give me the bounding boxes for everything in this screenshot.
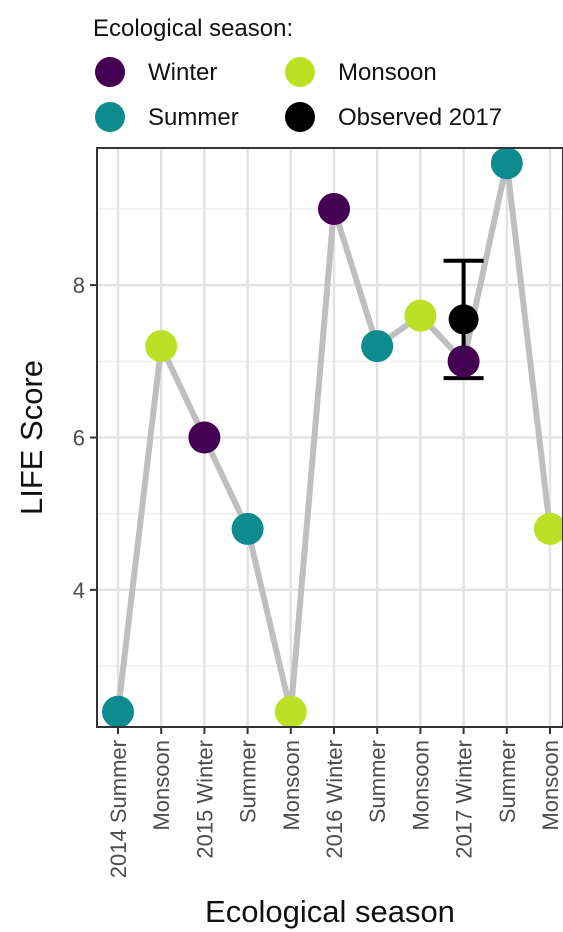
data-point-summer — [231, 512, 264, 545]
y-tick-label: 8 — [73, 273, 85, 298]
data-point-summer — [361, 330, 394, 363]
legend-label-observed-2017: Observed 2017 — [338, 104, 502, 131]
legend-label-summer: Summer — [148, 104, 239, 131]
x-tick-label: Monsoon — [408, 740, 433, 831]
points-layer — [102, 147, 563, 728]
x-tick-label: Monsoon — [149, 740, 174, 831]
data-point-winter — [447, 345, 480, 378]
data-point-monsoon — [274, 695, 307, 728]
legend-key-winter — [95, 57, 125, 87]
y-axis: 4 6 8 — [73, 273, 97, 603]
x-tick-label: Monsoon — [538, 740, 563, 831]
data-point-summer — [490, 147, 523, 180]
y-axis-title: LIFE Score — [14, 360, 49, 515]
y-tick-label: 6 — [73, 426, 85, 451]
legend-label-winter: Winter — [148, 59, 217, 86]
observed-point — [448, 304, 479, 335]
x-tick-label: Summer — [236, 740, 261, 823]
legend-key-summer — [95, 102, 125, 132]
y-tick-label: 4 — [73, 578, 85, 603]
x-tick-label: Summer — [495, 740, 520, 823]
plot-area — [96, 147, 563, 728]
x-axis: 2014 Summer Monsoon 2015 Winter Summer Monso… — [106, 727, 563, 878]
data-point-monsoon — [404, 299, 437, 332]
data-point-monsoon — [534, 512, 563, 545]
x-tick-label: Monsoon — [279, 740, 304, 831]
x-axis-title: Ecological season — [205, 894, 455, 929]
data-point-summer — [102, 695, 134, 728]
x-tick-label: Summer — [365, 740, 390, 823]
legend: Ecological season: Winter Monsoon Summer Ob… — [93, 15, 502, 132]
data-point-monsoon — [145, 330, 178, 363]
data-point-winter — [318, 192, 350, 225]
legend-key-observed-2017 — [285, 102, 315, 132]
x-tick-label: 2017 Winter — [452, 740, 477, 859]
legend-title: Ecological season: — [93, 15, 293, 42]
x-tick-label: 2015 Winter — [192, 740, 217, 859]
legend-label-monsoon: Monsoon — [338, 59, 437, 86]
x-tick-label: 2014 Summer — [106, 740, 131, 878]
x-tick-label: 2016 Winter — [322, 740, 347, 859]
data-point-winter — [188, 421, 221, 454]
legend-key-monsoon — [285, 57, 315, 87]
